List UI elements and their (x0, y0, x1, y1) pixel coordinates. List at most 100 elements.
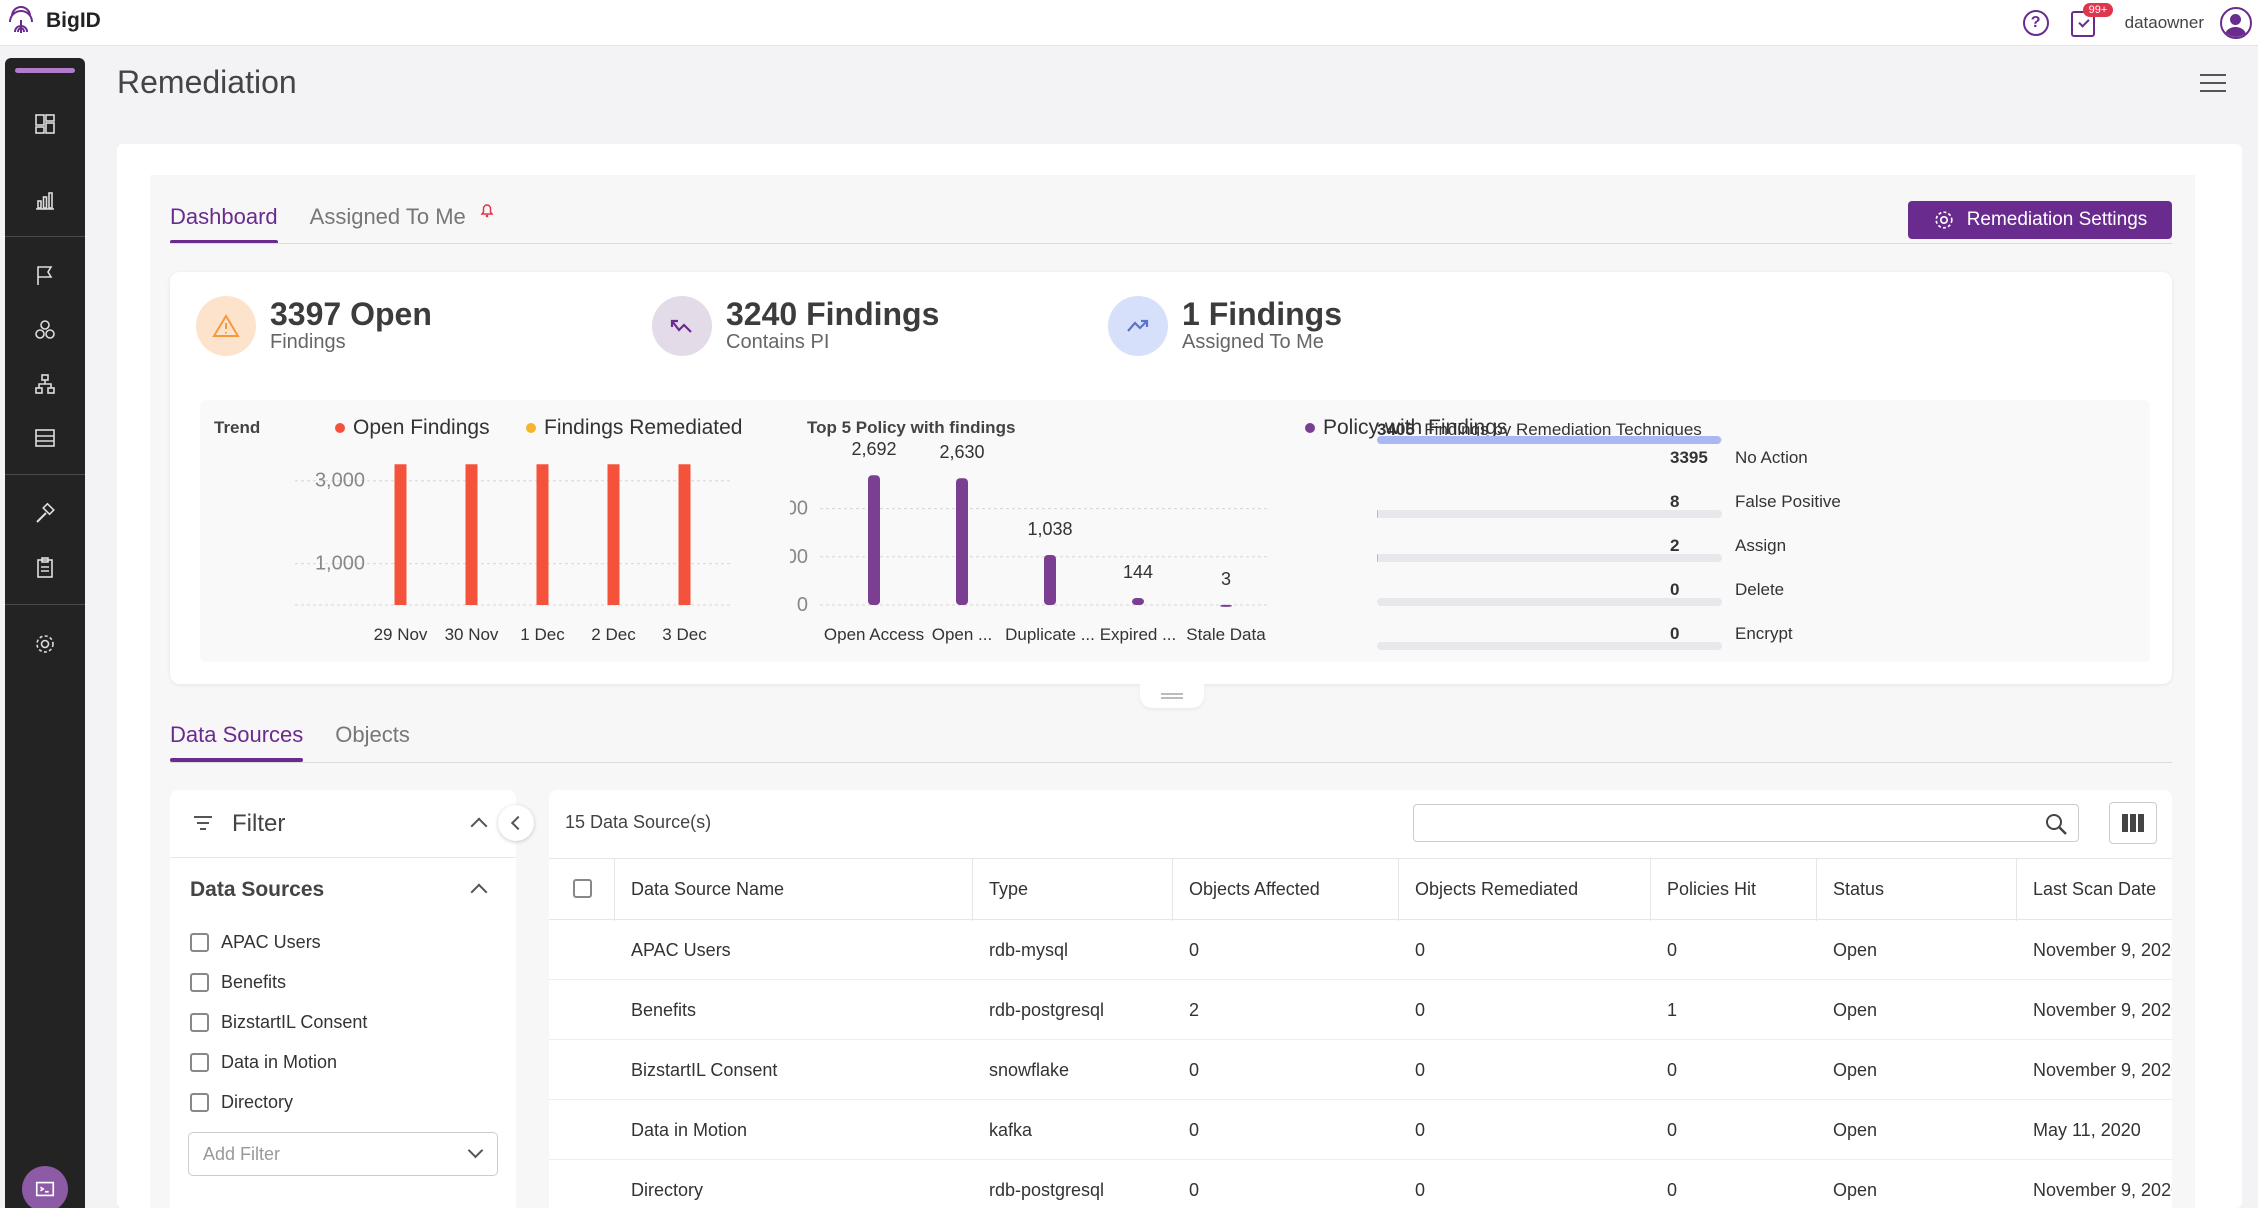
tab-assigned-to-me[interactable]: Assigned To Me (310, 192, 494, 244)
app-logo[interactable]: BigID (6, 6, 101, 36)
table-cell: Open (1833, 1180, 1878, 1200)
tab-objects-label: Objects (335, 722, 410, 747)
remediation-settings-label: Remediation Settings (1966, 209, 2148, 230)
checkbox[interactable] (190, 1093, 209, 1112)
filter-header[interactable]: Filter (170, 790, 516, 858)
sidebar-console-button[interactable] (22, 1166, 68, 1208)
technique-bar-track (1377, 642, 1722, 650)
kpi-open-findings[interactable]: 3397 Open Findings (196, 296, 432, 356)
kpi-contains-pi[interactable]: 3240 Findings Contains PI (652, 296, 939, 356)
table-cell: Open (1833, 1060, 1878, 1080)
column-header[interactable]: Data Source Name (615, 859, 973, 921)
table-cell: November 9, 2020 (2033, 1060, 2172, 1080)
trend-down-icon (652, 296, 712, 356)
filter-checkbox-row[interactable]: BizstartIL Consent (190, 1012, 367, 1033)
table-row[interactable]: Data in Motion kafka 0 0 0 Open May 11, 2020 (549, 1100, 2172, 1160)
column-header[interactable]: Objects Affected (1173, 859, 1399, 921)
column-header[interactable]: Objects Remediated (1399, 859, 1651, 921)
search-icon[interactable] (2044, 812, 2068, 836)
trend-bar-open[interactable] (678, 464, 691, 605)
x-tick-label: Expired ... (1100, 625, 1177, 644)
data-tabs: Data Sources Objects (170, 714, 410, 762)
trend-bar-open[interactable] (607, 464, 620, 605)
legend-findings-remediated[interactable]: Findings Remediated (526, 416, 742, 440)
sidebar-item-settings[interactable] (5, 618, 85, 670)
checkbox[interactable] (190, 933, 209, 952)
table-cell: Open (1833, 940, 1878, 960)
tasks-button[interactable]: 99+ (2070, 3, 2114, 37)
table-cell: November 9, 2020 (2033, 1180, 2172, 1200)
table-row[interactable]: Benefits rdb-postgresql 2 0 1 Open November 9,… (549, 980, 2172, 1040)
policy-bar[interactable] (956, 478, 968, 605)
filter-checkbox-row[interactable]: Directory (190, 1092, 293, 1113)
console-icon (35, 1181, 55, 1197)
column-header[interactable]: Type (973, 859, 1173, 921)
table-cell: 0 (1415, 940, 1426, 960)
legend-open-label: Open Findings (353, 416, 490, 439)
chevron-up-icon[interactable] (470, 883, 488, 901)
tab-objects[interactable]: Objects (335, 714, 410, 762)
policy-bar[interactable] (1132, 598, 1144, 605)
remediation-tabs: Dashboard Assigned To Me (170, 192, 494, 244)
sidebar-item-reports[interactable] (5, 174, 85, 226)
table-row[interactable]: APAC Users rdb-mysql 0 0 0 Open November 9, 20… (549, 920, 2172, 980)
column-header[interactable]: Last Scan Date (2033, 879, 2157, 899)
sidebar-item-hierarchy[interactable] (5, 358, 85, 410)
select-all-checkbox[interactable] (573, 879, 592, 898)
remediation-settings-button[interactable]: Remediation Settings (1908, 201, 2172, 239)
add-filter-select[interactable]: Add Filter (188, 1132, 498, 1176)
tab-data-sources[interactable]: Data Sources (170, 714, 304, 762)
trend-bar-open[interactable] (465, 464, 478, 605)
columns-button[interactable] (2109, 802, 2157, 844)
table-row[interactable]: BizstartIL Consent snowflake 0 0 0 Open Novemb… (549, 1040, 2172, 1100)
policy-bar[interactable] (868, 475, 880, 605)
user-avatar-icon[interactable] (2220, 7, 2252, 39)
checkbox[interactable] (190, 1013, 209, 1032)
trend-title: Trend (214, 418, 261, 437)
kpi-assigned[interactable]: 1 Findings Assigned To Me (1108, 296, 1342, 356)
table-cell: 2 (1189, 1000, 1200, 1020)
policy-bar[interactable] (1220, 604, 1232, 607)
collapse-filter-button[interactable] (498, 805, 534, 841)
add-filter-placeholder: Add Filter (203, 1144, 281, 1164)
table-cell: rdb-postgresql (989, 1180, 1105, 1200)
technique-bar-fill (1377, 436, 1721, 444)
x-tick-label: Open Access (824, 625, 924, 644)
filter-checkbox-row[interactable]: Benefits (190, 972, 286, 993)
sidebar-item-policies[interactable] (5, 250, 85, 302)
chevron-up-icon[interactable] (470, 817, 488, 835)
hammer-icon (36, 502, 55, 523)
filter-checkbox-row[interactable]: APAC Users (190, 932, 321, 953)
checkbox[interactable] (190, 1053, 209, 1072)
search-input[interactable] (1413, 804, 2079, 842)
legend-open-findings[interactable]: Open Findings (335, 416, 490, 440)
technique-value: 0 (1670, 624, 1680, 643)
table-cell: May 11, 2020 (2033, 1120, 2141, 1140)
column-header[interactable]: Status (1817, 859, 2017, 921)
tab-assigned-label: Assigned To Me (309, 204, 466, 229)
filter-checkbox-row[interactable]: Data in Motion (190, 1052, 337, 1073)
resize-handle[interactable] (1140, 684, 1204, 708)
sidebar-item-catalog[interactable] (5, 304, 85, 356)
trend-up-icon (1108, 296, 1168, 356)
legend-dot (1305, 423, 1315, 433)
sidebar-item-remediation[interactable] (5, 488, 85, 540)
sidebar (5, 58, 85, 1208)
sidebar-item-tasks[interactable] (5, 542, 85, 594)
technique-value: 3395 (1670, 448, 1708, 467)
legend-policy[interactable]: Policy with Findings (1305, 416, 1507, 440)
trend-bar-open[interactable] (536, 464, 549, 605)
trend-bar-open[interactable] (394, 464, 407, 605)
sidebar-item-dashboard[interactable] (5, 98, 85, 150)
menu-icon[interactable] (2200, 74, 2226, 92)
checkbox[interactable] (190, 973, 209, 992)
table-row[interactable]: Directory rdb-postgresql 0 0 0 Open November 9… (549, 1160, 2172, 1208)
user-name[interactable]: dataowner (2124, 13, 2204, 32)
sidebar-item-inventory[interactable] (5, 412, 85, 464)
sidebar-accent (15, 68, 75, 73)
tab-dashboard[interactable]: Dashboard (170, 192, 278, 244)
table-cell: 0 (1667, 1180, 1678, 1200)
policy-bar[interactable] (1044, 554, 1056, 605)
help-icon[interactable]: ? (2022, 10, 2049, 36)
column-header[interactable]: Policies Hit (1651, 859, 1817, 921)
